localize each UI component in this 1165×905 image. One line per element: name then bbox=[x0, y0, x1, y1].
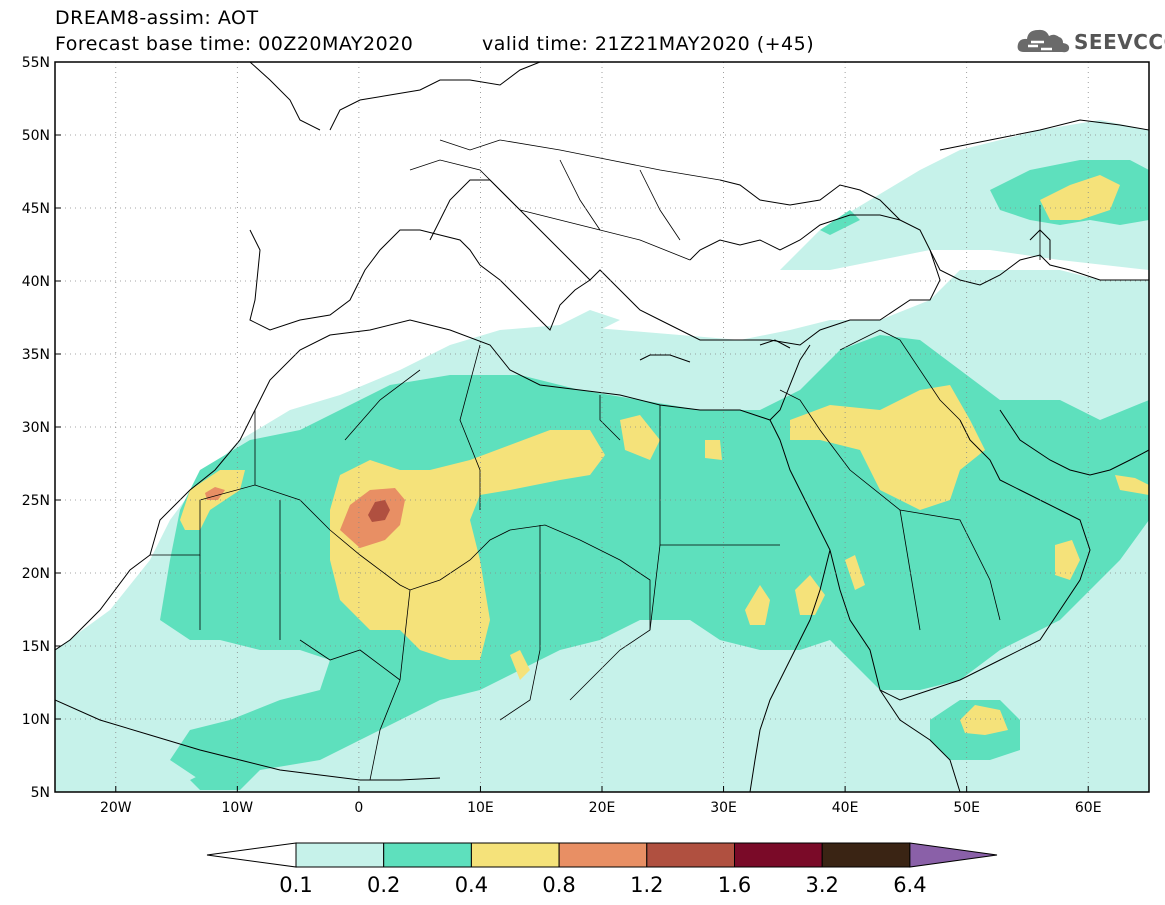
colorbar-label: 0.4 bbox=[455, 873, 488, 897]
forecast-base-time: Forecast base time: 00Z20MAY2020 bbox=[55, 33, 414, 55]
colorbar-segment bbox=[383, 842, 472, 868]
latitude-axis: 55N 50N 45N 40N 35N 30N 25N 20N 15N 10N 5N bbox=[22, 55, 61, 801]
lon-label: 50E bbox=[953, 800, 980, 816]
valid-time: valid time: 21Z21MAY2020 (+45) bbox=[482, 33, 815, 55]
colorbar-label: 0.8 bbox=[542, 873, 575, 897]
lat-label: 15N bbox=[22, 639, 50, 655]
country-borders bbox=[150, 139, 1041, 781]
colorbar-min-arrow bbox=[206, 842, 297, 868]
lon-label: 10W bbox=[221, 800, 253, 816]
colorbar-segment bbox=[821, 842, 911, 868]
colorbar-segment bbox=[558, 842, 648, 868]
colorbar-label: 0.2 bbox=[367, 873, 400, 897]
lat-label: 45N bbox=[22, 201, 50, 217]
lat-label: 20N bbox=[22, 566, 50, 582]
colorbar-segment bbox=[734, 842, 823, 868]
colorbar-label: 1.6 bbox=[718, 873, 751, 897]
lat-label: 5N bbox=[31, 785, 50, 801]
lon-label: 10E bbox=[467, 800, 494, 816]
lat-label: 25N bbox=[22, 493, 50, 509]
lat-label: 50N bbox=[22, 128, 50, 144]
map-title: DREAM8-assim: AOT bbox=[55, 7, 259, 29]
lon-label: 30E bbox=[710, 800, 737, 816]
lon-label: 0 bbox=[354, 800, 363, 816]
lat-label: 35N bbox=[22, 347, 50, 363]
aot-contour-0-4 bbox=[180, 175, 1149, 735]
lon-label: 20W bbox=[100, 800, 132, 816]
lon-label: 60E bbox=[1075, 800, 1102, 816]
colorbar-segment bbox=[646, 842, 735, 868]
seevccc-logo: SEEVCCC bbox=[1016, 24, 1165, 58]
colorbar: 0.1 0.2 0.4 0.8 1.2 1.6 3.2 6.4 bbox=[206, 842, 998, 897]
colorbar-segment bbox=[295, 842, 385, 868]
lat-label: 55N bbox=[22, 55, 50, 71]
aot-contour-1-2 bbox=[368, 500, 390, 522]
colorbar-label: 3.2 bbox=[805, 873, 838, 897]
cloud-icon bbox=[1017, 29, 1070, 53]
colorbar-max-arrow bbox=[909, 842, 998, 868]
aot-field bbox=[55, 62, 1149, 792]
colorbar-label: 1.2 bbox=[630, 873, 663, 897]
lat-label: 30N bbox=[22, 420, 50, 436]
colorbar-segment bbox=[470, 842, 560, 868]
lat-label: 40N bbox=[22, 274, 50, 290]
logo-text: SEEVCCC bbox=[1074, 30, 1165, 54]
gridlines bbox=[55, 62, 1149, 792]
lon-label: 20E bbox=[589, 800, 616, 816]
lon-label: 40E bbox=[832, 800, 859, 816]
lat-label: 10N bbox=[22, 712, 50, 728]
colorbar-label: 6.4 bbox=[893, 873, 926, 897]
colorbar-label: 0.1 bbox=[279, 873, 312, 897]
longitude-axis: 20W 10W 0 10E 20E 30E 40E 50E 60E bbox=[100, 786, 1102, 816]
